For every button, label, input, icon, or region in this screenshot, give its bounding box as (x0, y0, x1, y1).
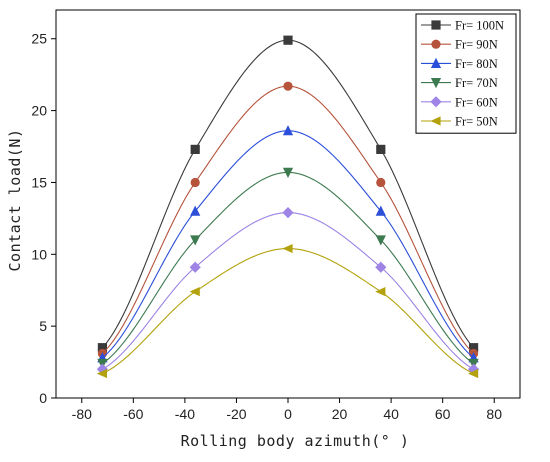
series-group (96, 243, 479, 379)
series-group (97, 167, 479, 370)
square-marker (283, 35, 293, 45)
triangle-left-marker (96, 368, 107, 379)
x-tick-label: -40 (175, 406, 195, 422)
series-line (102, 130, 474, 359)
triangle-left-marker (430, 116, 441, 126)
circle-marker (376, 177, 386, 188)
triangle-up-marker (375, 205, 386, 216)
series-line (102, 171, 474, 364)
y-tick-label: 15 (31, 174, 47, 190)
triangle-down-marker (430, 78, 442, 89)
triangle-down-marker (190, 235, 201, 246)
triangle-up-marker (430, 57, 442, 68)
x-tick-label: 80 (486, 406, 502, 422)
diamond-marker (282, 207, 294, 219)
series-line (102, 247, 474, 375)
triangle-down-marker (375, 235, 386, 246)
x-tick-label: -80 (72, 406, 92, 422)
square-marker (190, 144, 200, 154)
axis-ticks: -80 -60 -40 -20 0 20 40 60 80 0 5 10 15 20 25 (31, 31, 502, 422)
diamond-marker (189, 261, 201, 273)
legend-label: Fr= 100N (455, 19, 504, 33)
square-marker (431, 20, 441, 30)
series-group (96, 207, 480, 375)
legend-box (415, 13, 517, 134)
x-tick-label: 20 (332, 406, 348, 422)
diamond-marker (430, 96, 442, 108)
y-tick-label: 25 (31, 31, 47, 47)
legend-label: Fr= 50N (455, 115, 498, 129)
x-axis-title: Rolling body azimuth(° ) (181, 432, 410, 450)
triangle-down-marker (282, 167, 294, 178)
plot-area (55, 9, 521, 399)
diamond-marker (468, 363, 480, 375)
x-tick-label: 0 (284, 406, 292, 422)
diamond-marker (375, 261, 387, 273)
triangle-left-marker (375, 287, 386, 297)
x-tick-label: 60 (435, 406, 451, 422)
legend-label: Fr= 80N (455, 57, 498, 71)
square-marker (469, 343, 479, 353)
square-marker (97, 343, 107, 353)
triangle-left-marker (282, 243, 293, 254)
triangle-up-marker (190, 205, 201, 216)
legend: Fr= 100N Fr= 90N Fr= 80N Fr= 70N Fr= 60N Fr= … (415, 13, 517, 134)
triangle-left-marker (468, 368, 479, 379)
series-group (97, 35, 479, 353)
x-tick-label: -20 (226, 406, 246, 422)
y-tick-label: 0 (39, 390, 47, 406)
y-tick-label: 20 (31, 103, 47, 119)
y-tick-label: 10 (31, 246, 47, 262)
legend-label: Fr= 60N (455, 95, 498, 109)
circle-marker (190, 177, 200, 188)
square-marker (376, 144, 386, 154)
y-axis-title: Contact load(N) (6, 129, 24, 272)
x-tick-label: 40 (383, 406, 399, 422)
x-tick-label: -60 (123, 406, 143, 422)
legend-label: Fr= 90N (455, 38, 498, 52)
triangle-left-marker (189, 287, 200, 297)
circle-marker (431, 39, 441, 49)
triangle-up-marker (282, 125, 294, 136)
legend-label: Fr= 70N (455, 76, 498, 90)
series-group (97, 125, 479, 363)
diamond-marker (96, 363, 108, 375)
y-tick-label: 5 (39, 318, 47, 334)
circle-marker (283, 81, 293, 91)
